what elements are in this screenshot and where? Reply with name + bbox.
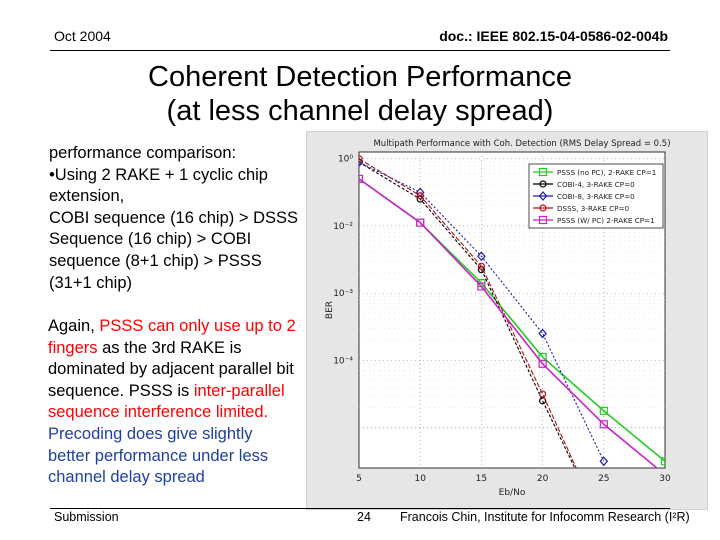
slide-title-line2: (at less channel delay spread) [166, 95, 554, 127]
x-tick-label: 10 [414, 474, 426, 484]
y-tick-label: 10⁻⁴ [333, 356, 353, 366]
psss-explanation: Again, PSSS can only use up to 2 fingers… [48, 316, 298, 489]
y-tick-label: 10⁻³ [333, 289, 353, 299]
data-point [599, 406, 608, 415]
data-point [538, 167, 548, 177]
comparison-line: •Using 2 RAKE + 1 cyclic chip extension, [49, 165, 268, 206]
data-point [660, 457, 665, 466]
data-point [416, 218, 425, 227]
legend-marker [538, 167, 548, 177]
x-axis-label: Eb/No [499, 488, 526, 498]
data-point [539, 180, 547, 188]
para2-part3: as the 3rd RAKE is dominated by adjacent… [48, 338, 294, 400]
header-doc-id: doc.: IEEE 802.15-04-0586-02-004b [439, 28, 668, 44]
legend-label: PSSS (no PC), 2-RAKE CP=1 [557, 168, 656, 177]
data-point [477, 262, 485, 270]
legend-label: COBI-4, 3-RAKE CP=0 [557, 180, 635, 189]
para2-part4: inter-parallel sequence interference lim… [48, 381, 285, 422]
footer-page-number: 24 [357, 510, 371, 524]
y-tick-label: 10⁰ [338, 155, 353, 165]
ber-chart-svg: 5 10 15 20 25 30 10⁰ 10⁻² 10⁻³ 10⁻⁴ Eb/No BER Multip… [325, 139, 671, 498]
data-point [599, 420, 608, 429]
data-point [539, 397, 547, 405]
para2-part2: PSSS can only use up to 2 fingers [48, 317, 296, 357]
legend-marker [538, 191, 548, 201]
legend-marker [539, 180, 547, 188]
footer-divider [50, 508, 670, 509]
legend-label: PSSS (W/ PC) 2-RAKE CP=1 [557, 216, 655, 225]
chart-title: Multipath Performance with Coh. Detectio… [373, 139, 670, 149]
y-axis-label: BER [325, 301, 335, 319]
footer-author: Francois Chin, Institute for Infocomm Re… [400, 510, 690, 524]
data-point [416, 192, 424, 200]
data-point [599, 456, 609, 467]
para2-part1: Again, [48, 317, 100, 335]
data-point [477, 251, 486, 262]
x-tick-label: 20 [537, 474, 549, 484]
series-line [359, 158, 577, 468]
slide-title: Coherent Detection Performance (at less … [0, 60, 720, 128]
data-point [538, 191, 548, 201]
ber-chart: 5 10 15 20 25 30 10⁰ 10⁻² 10⁻³ 10⁻⁴ Eb/No BER Multip… [306, 131, 708, 510]
footer-submission: Submission [54, 510, 119, 524]
comparison-line: COBI sequence (16 chip) > DSSS Sequence … [49, 208, 298, 292]
series-line [359, 161, 576, 468]
x-tick-label: 30 [659, 474, 671, 484]
data-point [359, 174, 364, 183]
para2-part5: Precoding does give slightly better perf… [48, 424, 269, 487]
data-point [539, 390, 547, 398]
series-line [359, 161, 605, 462]
legend-label: DSSS, 3-RAKE CP=0 [557, 204, 629, 213]
data-point [538, 328, 547, 339]
comparison-line: performance comparison: [49, 144, 237, 162]
data-point [359, 155, 363, 163]
series-group [359, 155, 665, 468]
header-divider [50, 50, 670, 51]
legend-marker [538, 215, 548, 225]
data-point [539, 204, 547, 212]
data-point [538, 359, 547, 368]
legend-marker [539, 204, 547, 212]
series-line [359, 178, 659, 468]
data-point [477, 282, 486, 291]
x-tick-label: 25 [598, 474, 609, 484]
slide-title-line1: Coherent Detection Performance [148, 61, 572, 93]
data-point [538, 215, 548, 225]
header-date: Oct 2004 [54, 28, 111, 44]
y-tick-label: 10⁻² [333, 222, 353, 232]
legend-label: COBI-8, 3-RAKE CP=0 [557, 192, 635, 201]
x-tick-label: 5 [356, 474, 362, 484]
x-tick-label: 15 [476, 474, 487, 484]
comparison-text: performance comparison: •Using 2 RAKE + … [49, 143, 307, 294]
